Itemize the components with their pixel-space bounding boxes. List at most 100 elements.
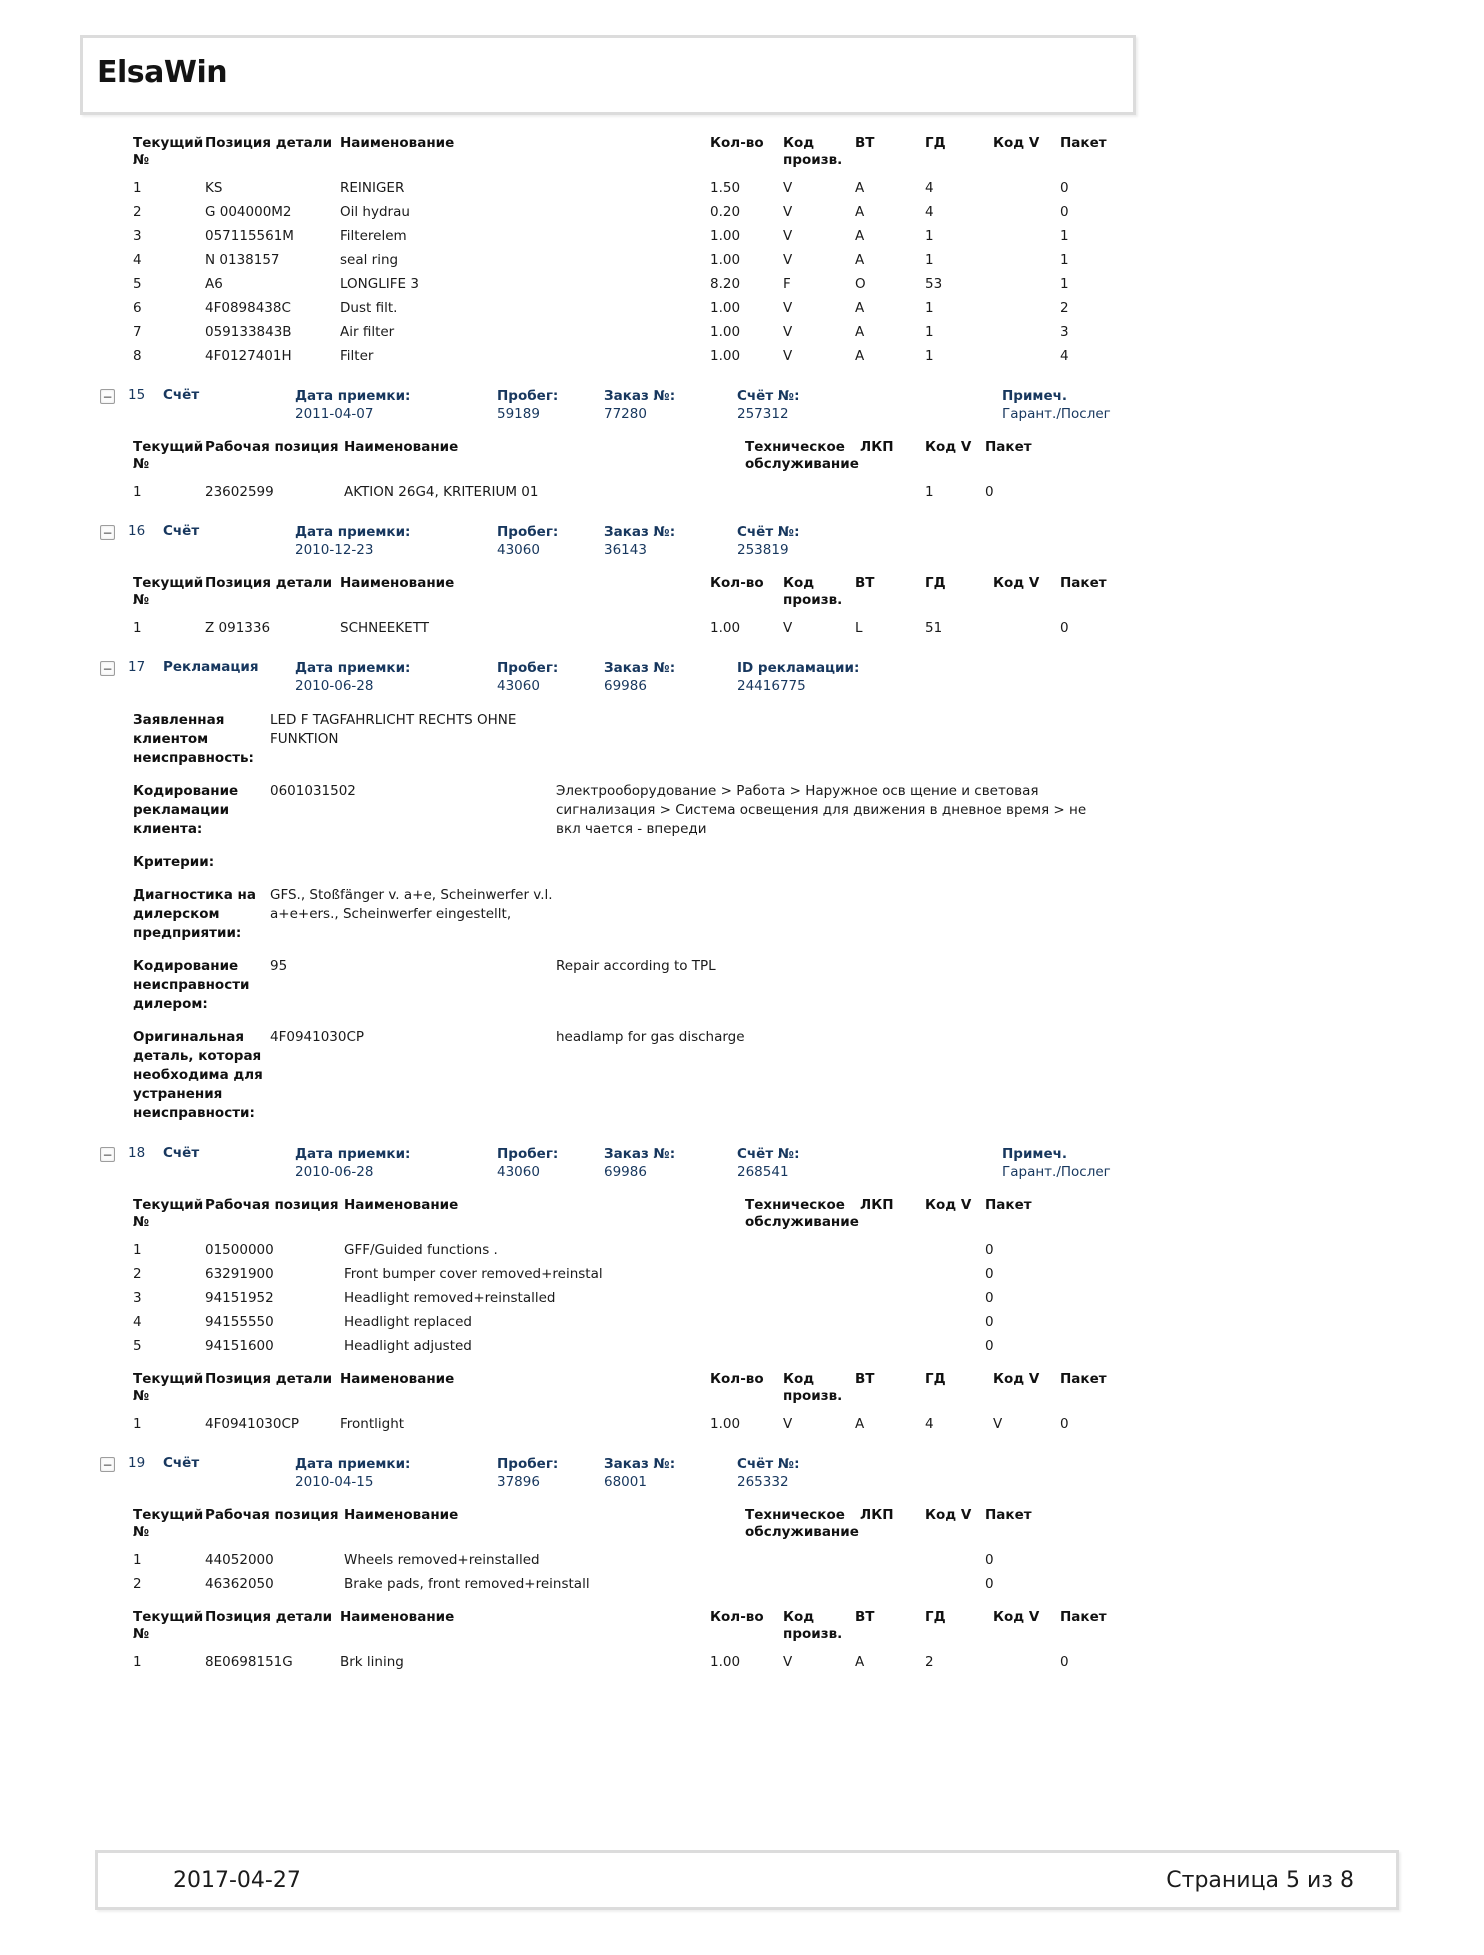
collapse-icon[interactable]: − <box>100 661 115 676</box>
table-cell: 0 <box>1060 1416 1069 1432</box>
table-cell: GFF/Guided functions . <box>344 1242 498 1258</box>
app-header: ElsaWin <box>80 35 1136 115</box>
field-value: Гарант./Послег <box>1002 1164 1111 1180</box>
table-header-row: Текущий № Позиция детали Наименование Кол-в… <box>133 1371 1410 1405</box>
table-cell: Headlight adjusted <box>344 1338 472 1354</box>
column-header: Текущий № <box>133 1371 204 1404</box>
claim-field-value: 0601031502 <box>270 783 356 799</box>
table-cell: 1.00 <box>710 228 741 244</box>
table-cell <box>745 1576 860 1593</box>
table-cell: 3 <box>133 1290 142 1306</box>
field-value: 43060 <box>497 1164 540 1180</box>
claim-row: Диагностика на дилерском предприятии: GFS… <box>133 886 1410 943</box>
section-field: Заказ №: 69986 <box>604 1145 737 1181</box>
column-header: Кол-во <box>710 135 764 151</box>
collapse-icon[interactable]: − <box>100 389 115 404</box>
table-row: 8 4F0127401H Filter 1.00 V A 1 4 <box>133 348 1410 365</box>
table-cell: V <box>783 228 793 244</box>
field-label: Пробег: <box>497 1456 559 1472</box>
table-cell <box>925 1552 985 1569</box>
claim-field-desc: Электрооборудование > Работа > Наружное … <box>556 783 1087 837</box>
table-cell: 1 <box>133 1654 142 1670</box>
table-cell <box>745 1552 860 1569</box>
table-cell: 1 <box>925 300 934 316</box>
column-header: ГД <box>925 1609 946 1625</box>
claim-field-label: Заявленная клиентом неисправность: <box>133 712 254 766</box>
table-cell <box>993 252 1060 269</box>
field-label: Счёт №: <box>737 524 800 540</box>
table-cell: Front bumper cover removed+reinstal <box>344 1266 603 1282</box>
table-cell: A <box>855 348 865 364</box>
table-cell <box>745 1242 860 1259</box>
table-cell: AKTION 26G4, KRITERIUM 01 <box>344 484 539 500</box>
table-cell: 4 <box>925 204 934 220</box>
table-cell <box>993 300 1060 317</box>
collapse-icon[interactable]: − <box>100 1457 115 1472</box>
section-field: Пробег: 43060 <box>497 659 604 695</box>
table-cell: V <box>783 348 793 364</box>
table-cell: 1 <box>925 324 934 340</box>
table-cell: Brk lining <box>340 1654 404 1670</box>
table-cell: 1 <box>925 348 934 364</box>
table-cell: 4F0898438C <box>205 300 291 316</box>
table-cell: V <box>783 620 793 636</box>
field-label: Счёт №: <box>737 1146 800 1162</box>
table-cell <box>993 180 1060 197</box>
column-header: ЛКП <box>860 439 894 455</box>
table-cell: 2 <box>925 1654 934 1670</box>
table-row: 1 KS REINIGER 1.50 V A 4 0 <box>133 180 1410 197</box>
table-cell: 6 <box>133 300 142 316</box>
field-value: 268541 <box>737 1164 789 1180</box>
table-cell: 23602599 <box>205 484 274 500</box>
column-header: Техническое обслуживание <box>745 439 859 472</box>
data-table: Текущий № Рабочая позиция Наименование Техн… <box>133 1197 1410 1355</box>
table-cell: A <box>855 204 865 220</box>
table-cell: 1 <box>133 1416 142 1432</box>
table-cell: V <box>783 204 793 220</box>
table-cell: 1.00 <box>710 1416 741 1432</box>
table-cell <box>993 324 1060 341</box>
section-type-label: Счёт <box>163 1455 200 1471</box>
collapse-icon[interactable]: − <box>100 1147 115 1162</box>
table-cell: 1 <box>133 1242 142 1258</box>
table-cell: 7 <box>133 324 142 340</box>
table-cell: 8.20 <box>710 276 741 292</box>
column-header: Текущий № <box>133 1197 204 1230</box>
table-cell: 1.00 <box>710 1654 741 1670</box>
collapse-icon[interactable]: − <box>100 525 115 540</box>
table-cell: 4F0941030CP <box>205 1416 300 1432</box>
field-value: 265332 <box>737 1474 789 1490</box>
table-cell: F <box>783 276 791 292</box>
column-header: Наименование <box>344 439 459 455</box>
field-label: Пробег: <box>497 1146 559 1162</box>
table-cell: 4 <box>133 252 142 268</box>
section-field: Примеч. Гарант./Послег <box>1002 387 1410 423</box>
table-cell: A6 <box>205 276 223 292</box>
table-header-row: Текущий № Рабочая позиция Наименование Техн… <box>133 1197 1410 1231</box>
column-header: ГД <box>925 1371 946 1387</box>
field-label: Дата приемки: <box>295 524 411 540</box>
table-cell: 2 <box>1060 300 1069 316</box>
claim-row: Кодирование неисправности дилером: 95 Repa… <box>133 957 1410 1014</box>
column-header: Код произв. <box>783 575 843 608</box>
table-cell <box>860 1576 925 1593</box>
section-number: 17 <box>128 659 146 675</box>
table-cell: 5 <box>133 1338 142 1354</box>
table-cell: 1.00 <box>710 324 741 340</box>
section-fields: Дата приемки: 2011-04-07 Пробег: 59189 Заказ… <box>295 387 1410 423</box>
table-cell <box>860 1290 925 1307</box>
claim-field-value: 4F0941030CP <box>270 1029 365 1045</box>
table-cell: 2 <box>133 1576 142 1592</box>
field-label: Дата приемки: <box>295 1456 411 1472</box>
table-cell <box>745 1338 860 1355</box>
table-cell: 8 <box>133 348 142 364</box>
table-cell: A <box>855 1654 865 1670</box>
section-field: Дата приемки: 2010-06-28 <box>295 1145 497 1181</box>
table-cell: LONGLIFE 3 <box>340 276 419 292</box>
field-value: 2010-06-28 <box>295 678 374 694</box>
table-cell: A <box>855 228 865 244</box>
print-date: 2017-04-27 <box>173 1867 301 1893</box>
column-header: Текущий № <box>133 439 204 472</box>
table-cell: 2 <box>133 204 142 220</box>
table-cell: V <box>783 1654 793 1670</box>
